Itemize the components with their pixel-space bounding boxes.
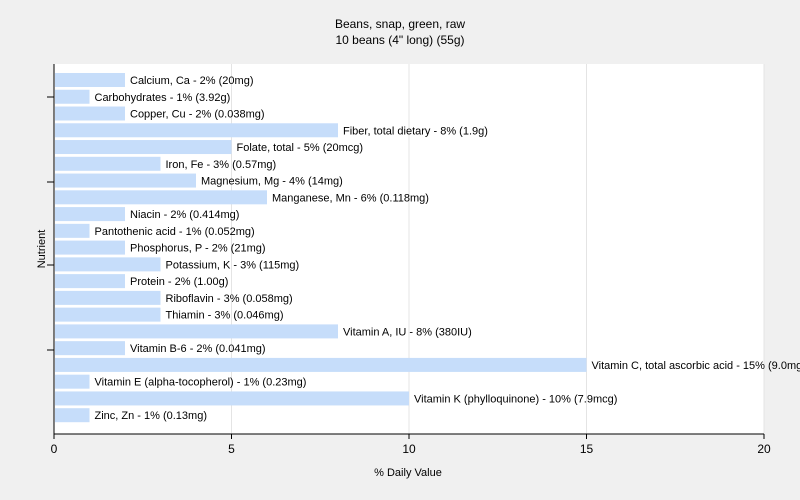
bar-label: Vitamin E (alpha-tocopherol) - 1% (0.23m… [95,377,307,389]
bar-label: Thiamin - 3% (0.046mg) [166,310,284,322]
bar [55,173,196,188]
bar-label: Potassium, K - 3% (115mg) [166,259,300,271]
bar-label: Copper, Cu - 2% (0.038mg) [130,109,265,121]
bar [55,374,90,389]
bar [55,290,161,305]
bar-label: Riboflavin - 3% (0.058mg) [166,293,293,305]
bar-label: Pantothenic acid - 1% (0.052mg) [95,226,255,238]
x-tick-label: 0 [51,442,58,456]
bar-label: Fiber, total dietary - 8% (1.9g) [343,125,488,137]
bar [55,207,125,222]
bar [55,190,267,205]
bar [55,391,409,406]
bars [55,73,587,423]
x-tick-label: 20 [757,442,771,456]
bar [55,324,338,339]
bar [55,73,125,87]
bar [55,123,338,138]
bar-label: Folate, total - 5% (20mcg) [237,142,364,154]
bar-label: Vitamin C, total ascorbic acid - 15% (9.… [592,360,800,372]
bar-label: Vitamin B-6 - 2% (0.041mg) [130,343,266,355]
bar-label: Niacin - 2% (0.414mg) [130,209,239,221]
x-axis-ticks: 0 5 10 15 20 [51,434,771,456]
x-tick-label: 5 [228,442,235,456]
bar [55,140,232,155]
bar [55,240,125,255]
bar-label: Iron, Fe - 3% (0.57mg) [166,159,277,171]
bar-label: Calcium, Ca - 2% (20mg) [130,75,253,87]
y-axis-label: Nutrient [36,230,48,269]
bar-labels: Calcium, Ca - 2% (20mg) Carbohydrates - 1… [95,75,800,422]
bar [55,274,125,289]
bar [55,408,90,423]
bar [55,341,125,356]
bar [55,156,161,171]
bar-label: Vitamin K (phylloquinone) - 10% (7.9mcg) [414,393,617,405]
x-tick-label: 15 [580,442,594,456]
bar-label: Protein - 2% (1.00g) [130,276,228,288]
x-tick-label: 10 [402,442,416,456]
x-axis-label: % Daily Value [374,467,442,479]
bar [55,257,161,272]
bar-label: Phosphorus, P - 2% (21mg) [130,243,266,255]
bar [55,106,125,121]
bar [55,357,587,372]
chart-title: Beans, snap, green, raw [335,17,465,31]
bar [55,307,161,322]
bar [55,223,90,238]
bar [55,89,90,104]
bar-label: Vitamin A, IU - 8% (380IU) [343,326,472,338]
bar-label: Carbohydrates - 1% (3.92g) [95,92,231,104]
bar-label: Zinc, Zn - 1% (0.13mg) [95,410,207,422]
y-axis-ticks [47,96,54,351]
bar-label: Manganese, Mn - 6% (0.118mg) [272,192,429,204]
bar-label: Magnesium, Mg - 4% (14mg) [201,176,343,188]
chart-subtitle: 10 beans (4" long) (55g) [335,33,464,47]
